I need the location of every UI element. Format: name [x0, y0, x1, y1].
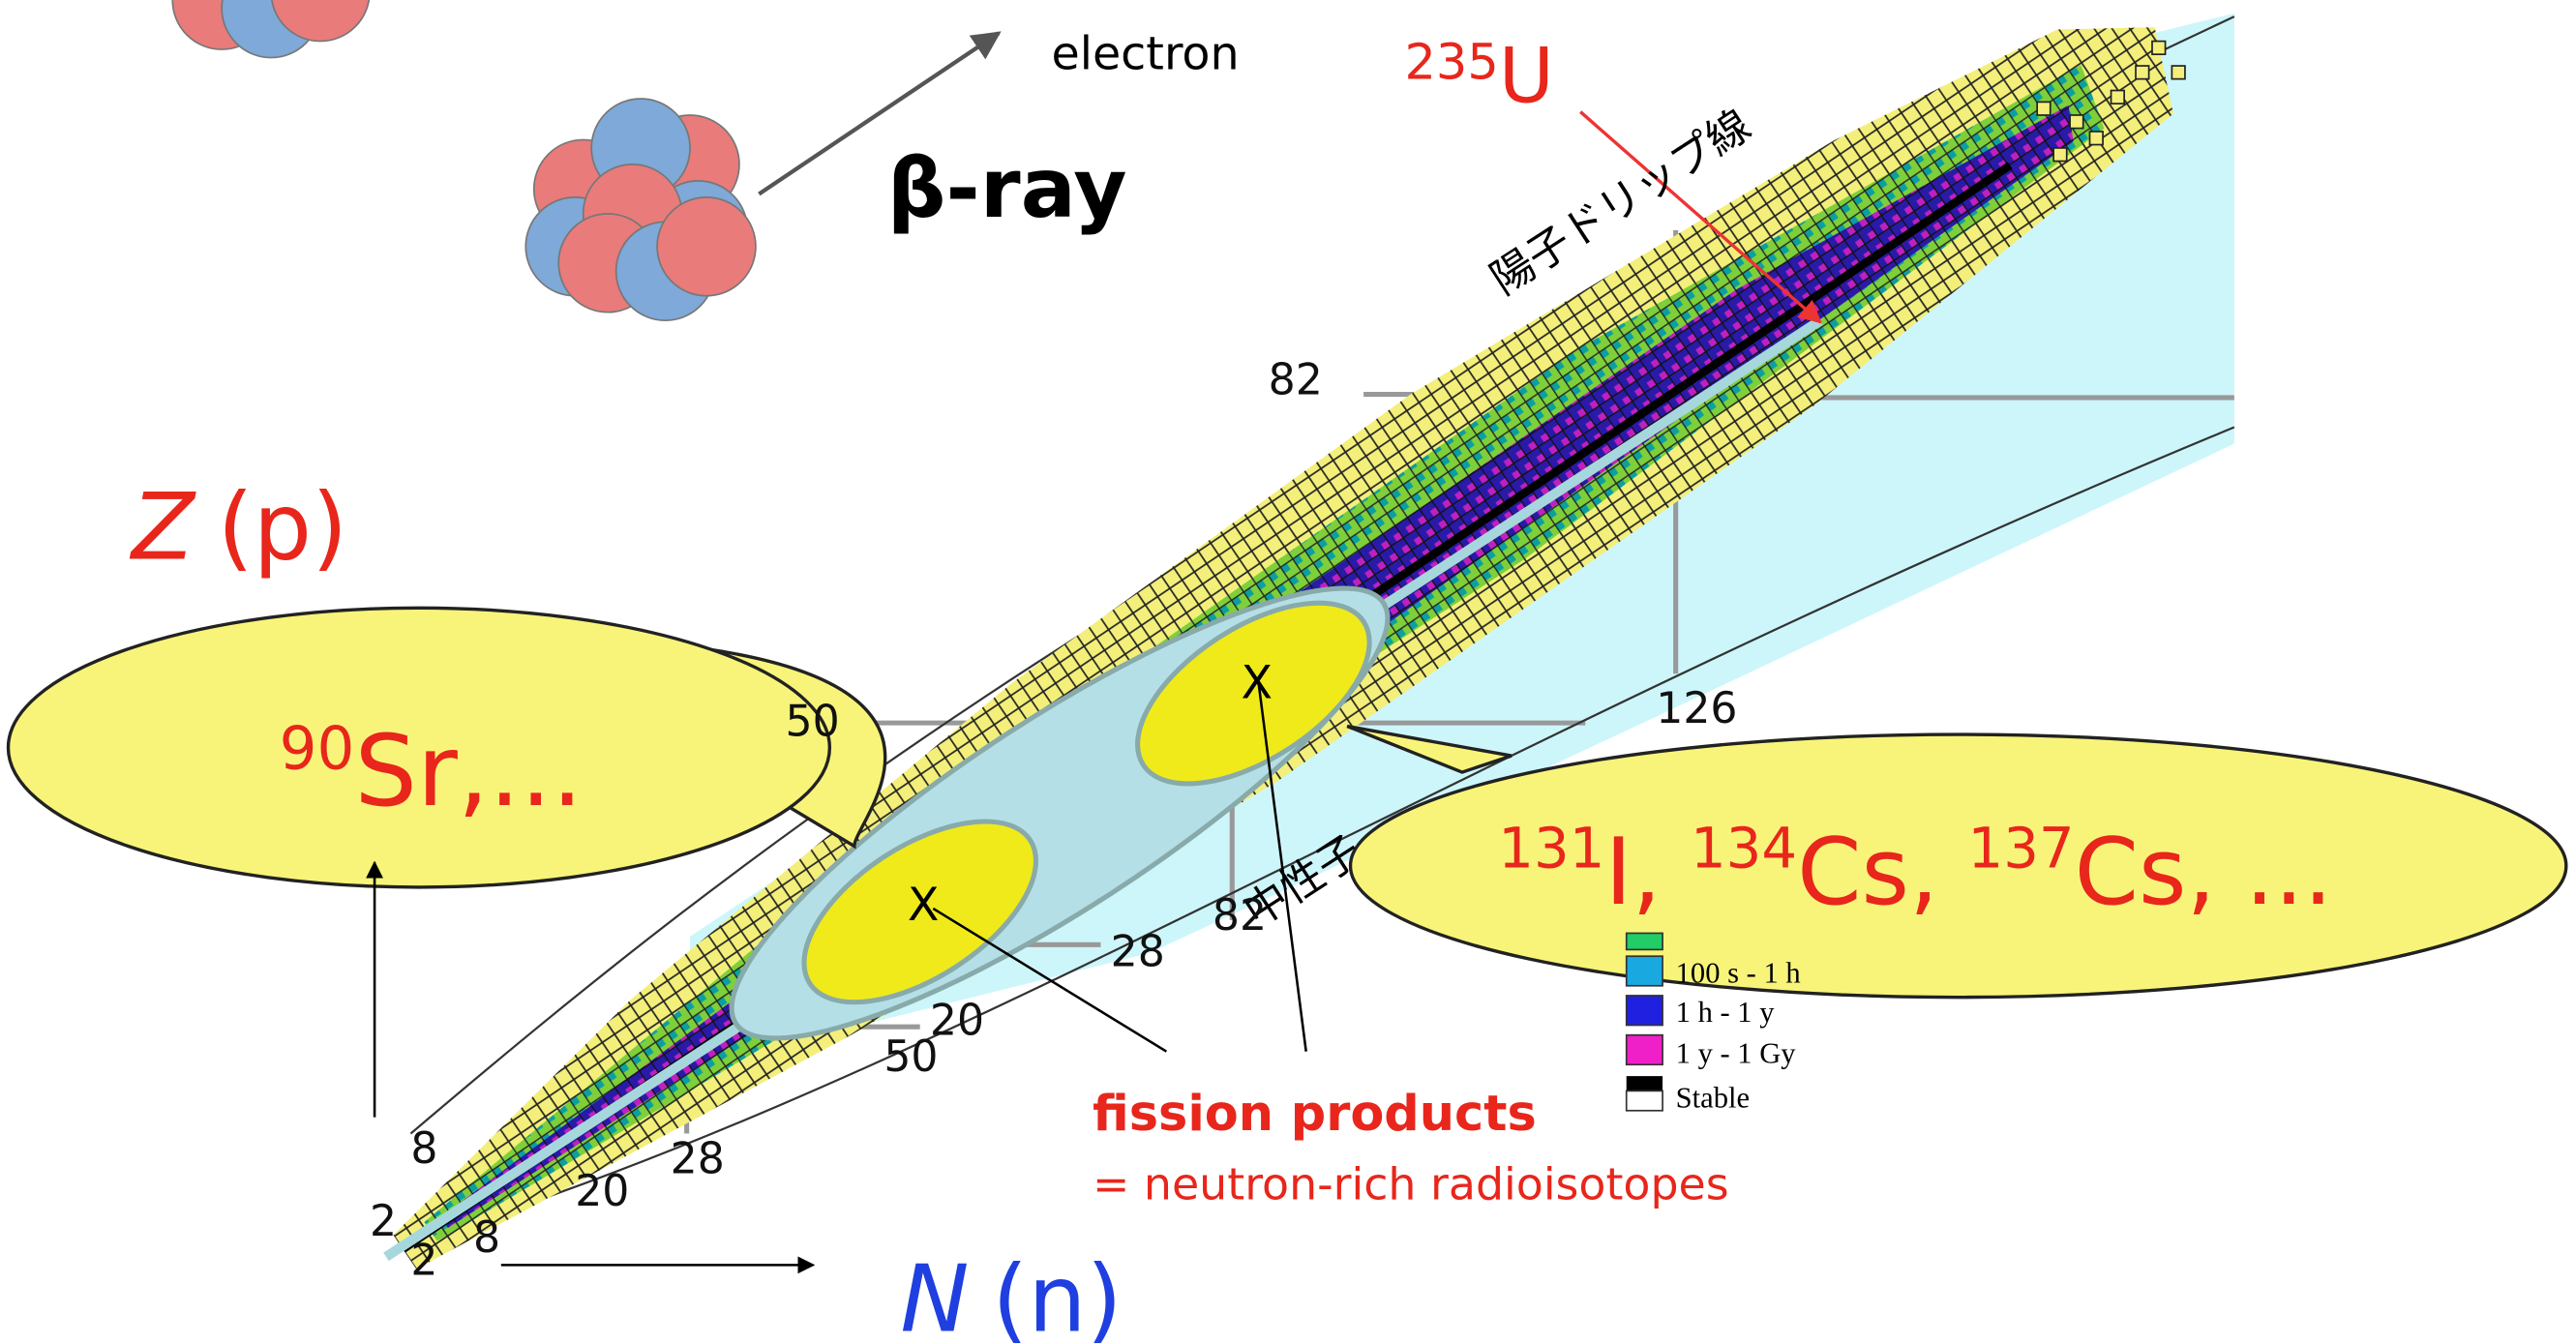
magic-number: 50 — [786, 698, 840, 747]
fission-subtitle: = neutron-rich radioisotopes — [1093, 1157, 1729, 1210]
magic-number: 28 — [1111, 927, 1165, 976]
marker: X — [908, 879, 940, 932]
legend-label: 1 h - 1 y — [1676, 996, 1776, 1029]
mass-number: 134 — [1691, 816, 1797, 881]
electron-label: electron — [1052, 27, 1240, 80]
magic-number: 2 — [370, 1197, 397, 1246]
bubble-text: 131I, 134Cs, 137Cs, ... — [1498, 816, 2332, 926]
mass-number: 235 — [1405, 35, 1499, 92]
fission-title: fission products — [1093, 1086, 1537, 1143]
legend-label: 1 y - 1 Gy — [1676, 1037, 1797, 1070]
isotope: Sr,... — [354, 714, 583, 829]
particle: (p) — [218, 474, 348, 581]
isotope: Cs, ... — [2075, 820, 2333, 926]
magic-number: 20 — [575, 1167, 629, 1216]
magic-number: 2 — [410, 1237, 437, 1286]
magic-number: 28 — [671, 1134, 725, 1183]
isotope: Cs, — [1797, 820, 1967, 926]
magic-number: 50 — [884, 1032, 938, 1082]
magic-number: 82 — [1269, 356, 1323, 405]
beta-label: β-ray — [887, 141, 1127, 237]
symbol: N — [900, 1246, 969, 1344]
isotope: I, — [1604, 820, 1690, 926]
particle: (n) — [992, 1246, 1122, 1344]
nucleus — [525, 99, 756, 320]
magic-number: 82 — [1213, 891, 1267, 941]
legend-label: 100 s - 1 h — [1676, 956, 1801, 989]
mass-number: 137 — [1967, 816, 2074, 881]
magic-number: 8 — [410, 1124, 437, 1174]
nucleus — [172, 0, 370, 58]
magic-number: 8 — [473, 1213, 500, 1263]
symbol: Z — [129, 474, 196, 581]
marker: X — [1241, 657, 1273, 710]
body: X X 90Sr,... 131I, 134Cs, 137Cs, ... ele… — [0, 0, 2576, 1344]
magic-number: 126 — [1656, 684, 1737, 733]
mass-number: 131 — [1498, 816, 1604, 881]
uranium-label: 235U — [1405, 33, 1554, 120]
n-axis-label: N(n) — [900, 1246, 1122, 1344]
mass-number: 90 — [280, 715, 355, 784]
legend: 100 s - 1 h 1 h - 1 y 1 y - 1 Gy Stable — [1627, 933, 1801, 1114]
page: Nuclide chart fission products { "beta_p… — [0, 0, 2576, 1344]
legend-label: Stable — [1676, 1081, 1750, 1114]
z-axis-label: Z(p) — [129, 474, 347, 581]
slide: X X 90Sr,... 131I, 134Cs, 137Cs, ... ele… — [0, 0, 2576, 1344]
isotope: U — [1499, 33, 1554, 120]
